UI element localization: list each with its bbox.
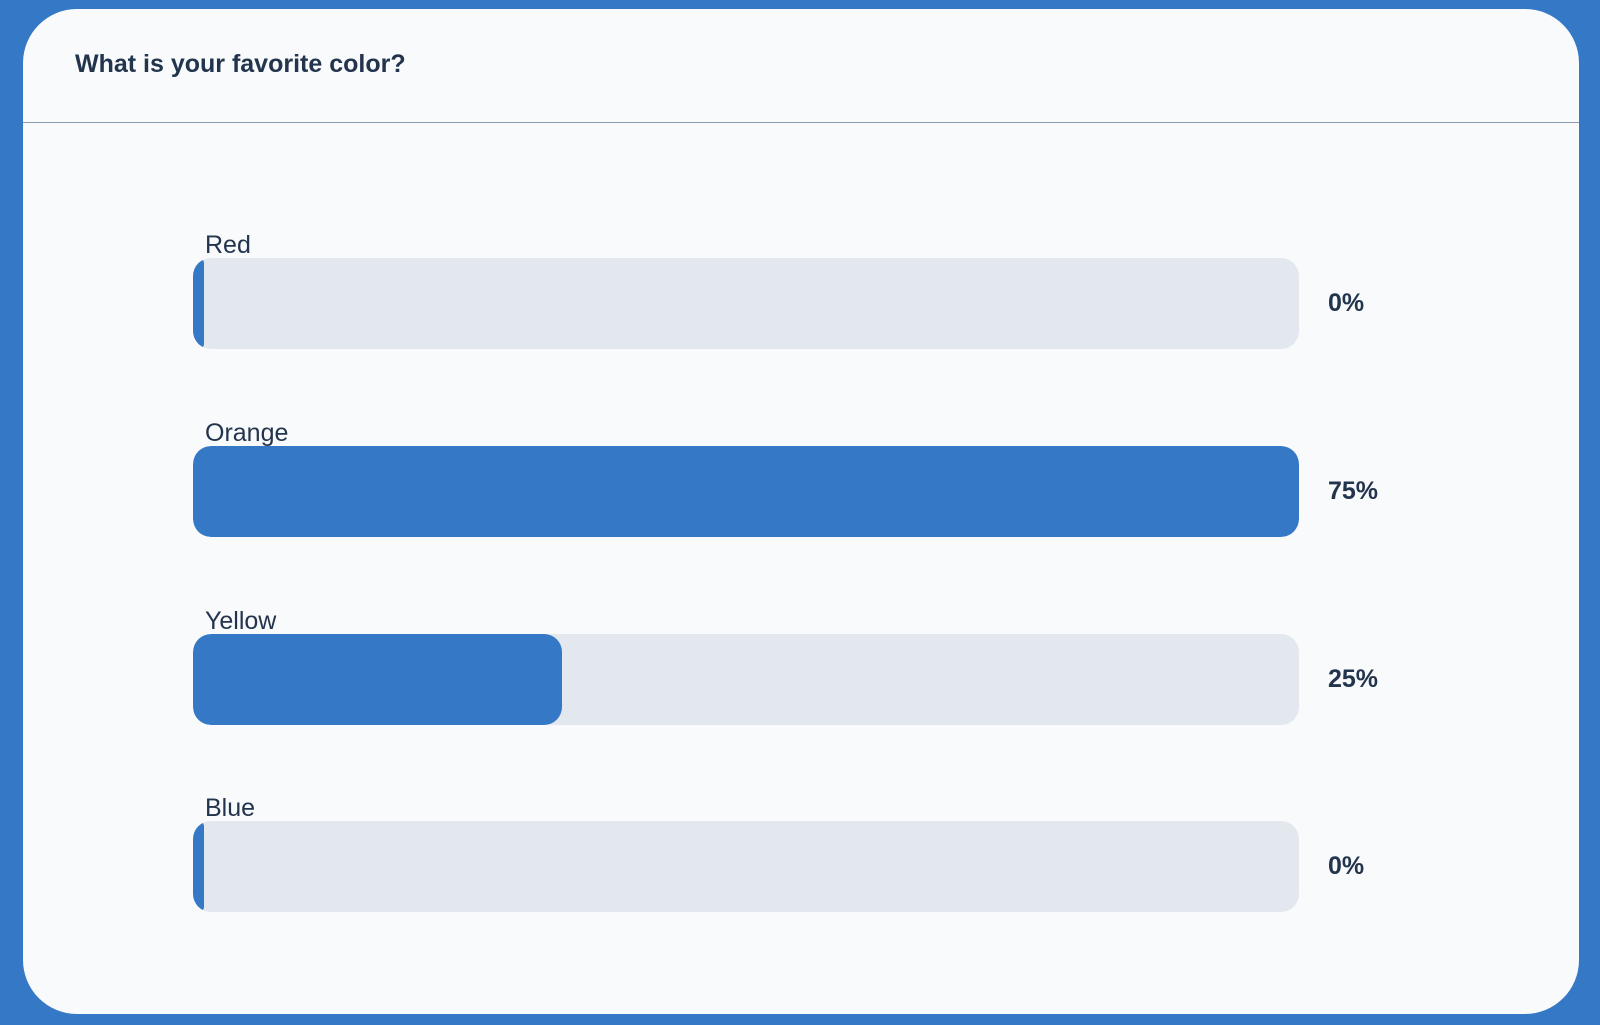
poll-header: What is your favorite color? <box>23 9 1579 123</box>
poll-question: What is your favorite color? <box>75 50 406 78</box>
poll-card: What is your favorite color? Red 0% Oran… <box>23 9 1579 1014</box>
poll-option-percent: 0% <box>1328 852 1365 880</box>
poll-progress-fill <box>193 258 204 349</box>
poll-progress-track <box>193 446 1299 537</box>
poll-option-yellow[interactable]: Yellow 25% <box>193 606 1433 726</box>
poll-option-blue[interactable]: Blue 0% <box>193 793 1433 913</box>
poll-option-percent: 75% <box>1328 477 1379 505</box>
poll-option-percent: 25% <box>1328 665 1379 693</box>
poll-option-orange[interactable]: Orange 75% <box>193 418 1433 538</box>
poll-progress-track <box>193 634 1299 725</box>
poll-option-red[interactable]: Red 0% <box>193 230 1433 350</box>
poll-option-label: Blue <box>205 794 256 822</box>
poll-progress-fill <box>193 634 562 725</box>
poll-option-label: Orange <box>205 419 289 447</box>
poll-options: Red 0% Orange 75% Yellow 25% Blue <box>23 9 1579 1014</box>
poll-progress-track <box>193 821 1299 912</box>
poll-option-percent: 0% <box>1328 289 1365 317</box>
poll-option-label: Red <box>205 231 251 259</box>
poll-option-label: Yellow <box>205 607 277 635</box>
poll-progress-fill <box>193 446 1299 537</box>
poll-progress-track <box>193 258 1299 349</box>
poll-progress-fill <box>193 821 204 912</box>
